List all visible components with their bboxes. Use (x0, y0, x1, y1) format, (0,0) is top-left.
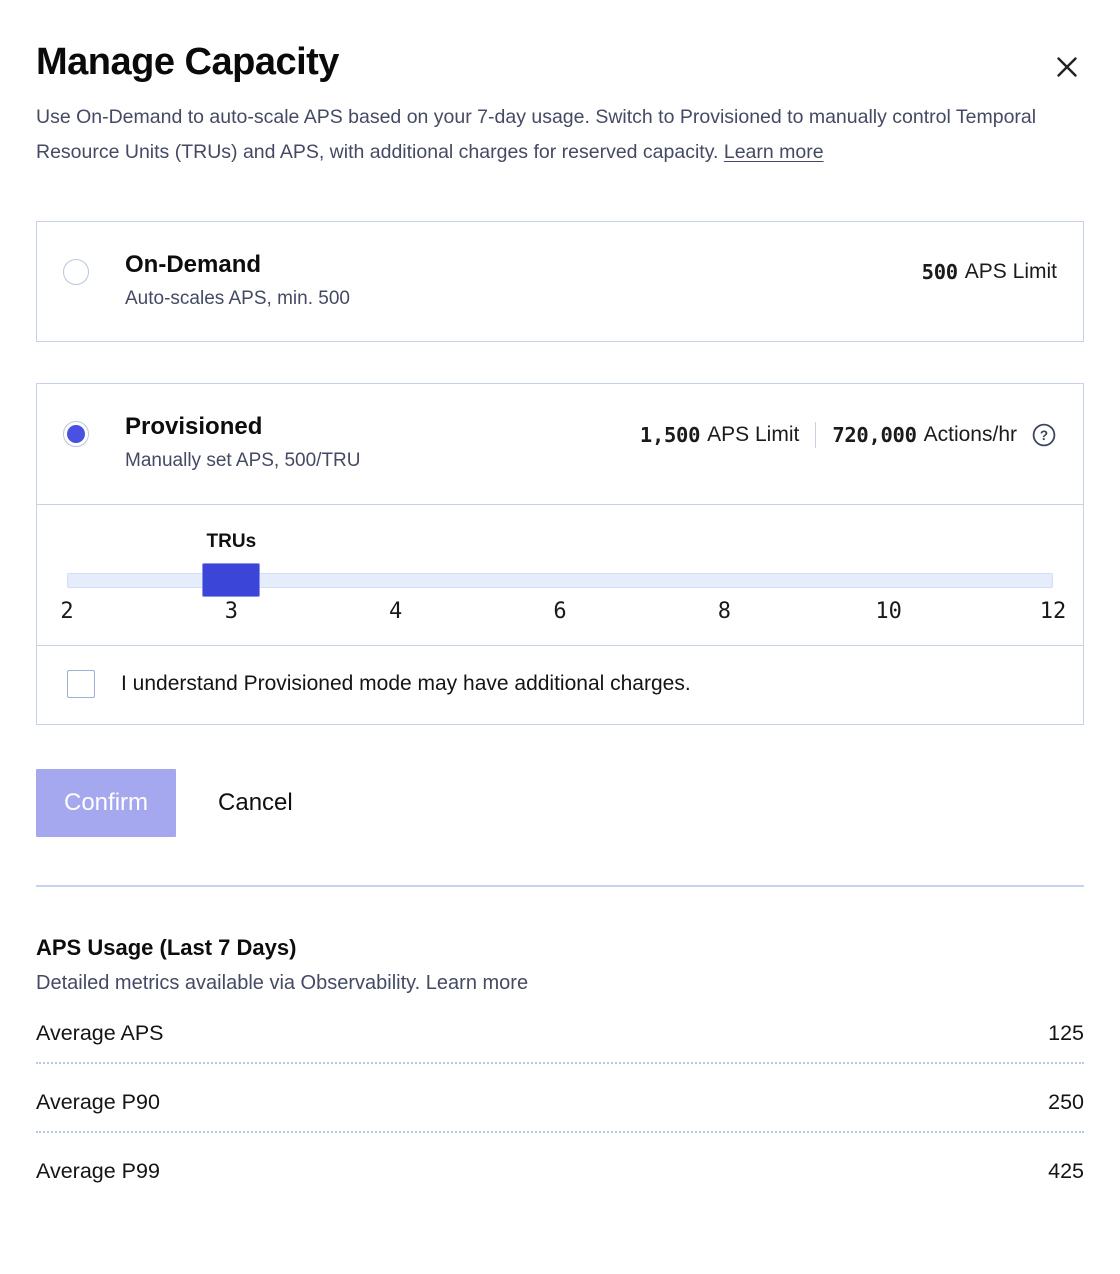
cancel-button[interactable]: Cancel (212, 789, 299, 817)
radio-provisioned[interactable] (63, 421, 89, 448)
dialog-description-text: Use On-Demand to auto-scale APS based on… (36, 105, 1037, 163)
meta-divider (815, 422, 817, 449)
provisioned-description: Manually set APS, 500/TRU (125, 450, 361, 472)
section-divider (36, 885, 1084, 888)
help-circle-icon[interactable]: ? (1031, 422, 1057, 448)
trus-slider-label: TRUs (206, 531, 257, 553)
slider-tick-12: 12 (1039, 599, 1067, 625)
usage-learn-more-link[interactable]: Learn more (425, 972, 529, 995)
usage-section-title: APS Usage (Last 7 Days) (36, 935, 297, 961)
on-demand-row[interactable]: On-Demand Auto-scales APS, min. 500 500 … (37, 222, 1083, 342)
provisioned-title: Provisioned (125, 413, 263, 441)
learn-more-link[interactable]: Learn more (723, 140, 824, 163)
option-card-on-demand[interactable]: On-Demand Auto-scales APS, min. 500 500 … (36, 220, 1084, 343)
metric-label: Average P90 (36, 1090, 160, 1115)
on-demand-aps-unit: APS Limit (964, 259, 1057, 283)
on-demand-text: On-Demand Auto-scales APS, min. 500 (125, 250, 922, 312)
on-demand-aps-value: 500 (921, 259, 958, 284)
provisioned-text: Provisioned Manually set APS, 500/TRU (125, 412, 640, 474)
slider-track[interactable] (67, 573, 1053, 589)
svg-text:?: ? (1040, 429, 1048, 444)
metric-row: Average APS 125 (36, 995, 1084, 1065)
radio-on-demand[interactable] (63, 258, 89, 285)
slider-tick-labels: 2 3 4 6 8 10 12 (60, 599, 1066, 629)
provisioned-actions-unit: Actions/hr (923, 423, 1017, 447)
dialog-header: Manage Capacity (36, 0, 1084, 84)
option-card-provisioned[interactable]: Provisioned Manually set APS, 500/TRU 1,… (36, 383, 1084, 726)
acknowledgement-checkbox[interactable] (67, 670, 95, 699)
metric-value: 250 (1048, 1090, 1084, 1115)
metric-row: Average P90 250 (36, 1064, 1084, 1134)
slider-tick-6: 6 (553, 599, 567, 625)
slider-tick-2: 2 (60, 599, 74, 625)
usage-metrics-list: Average APS 125 Average P90 250 Average P99 4… (36, 995, 1084, 1200)
metric-row: Average P99 425 (36, 1133, 1084, 1200)
slider-tick-4: 4 (389, 599, 403, 625)
provisioned-actions-value: 720,000 (832, 423, 917, 448)
provisioned-aps-unit: APS Limit (707, 423, 800, 447)
metric-label: Average APS (36, 1021, 164, 1046)
acknowledgement-row[interactable]: I understand Provisioned mode may have a… (37, 645, 1083, 724)
dialog-actions: Confirm Cancel (36, 769, 1084, 838)
trus-slider-section: TRUs 2 3 4 6 8 10 12 (37, 504, 1083, 645)
metric-value: 125 (1048, 1021, 1084, 1046)
metric-value: 425 (1048, 1159, 1084, 1184)
metric-label: Average P99 (36, 1159, 160, 1184)
acknowledgement-label: I understand Provisioned mode may have a… (121, 672, 691, 696)
slider-tick-10: 10 (875, 599, 902, 625)
usage-section-subtitle: Detailed metrics available via Observabi… (36, 972, 1084, 995)
on-demand-description: Auto-scales APS, min. 500 (125, 287, 350, 309)
usage-subtitle-text: Detailed metrics available via Observabi… (36, 972, 426, 995)
slider-thumb[interactable] (202, 563, 261, 598)
trus-slider[interactable]: TRUs 2 3 4 6 8 10 12 (60, 531, 1066, 624)
close-icon[interactable] (1050, 50, 1084, 84)
confirm-button[interactable]: Confirm (36, 769, 177, 838)
provisioned-meta: 1,500 APS Limit 720,000 Actions/hr ? (639, 422, 1057, 449)
slider-tick-3: 3 (224, 599, 238, 625)
page-title: Manage Capacity (36, 41, 339, 83)
slider-tick-8: 8 (717, 599, 731, 625)
provisioned-aps-value: 1,500 (639, 423, 701, 448)
provisioned-row[interactable]: Provisioned Manually set APS, 500/TRU 1,… (37, 384, 1083, 504)
dialog-description: Use On-Demand to auto-scale APS based on… (36, 100, 1084, 170)
on-demand-title: On-Demand (125, 250, 262, 278)
on-demand-meta: 500 APS Limit (922, 260, 1057, 284)
